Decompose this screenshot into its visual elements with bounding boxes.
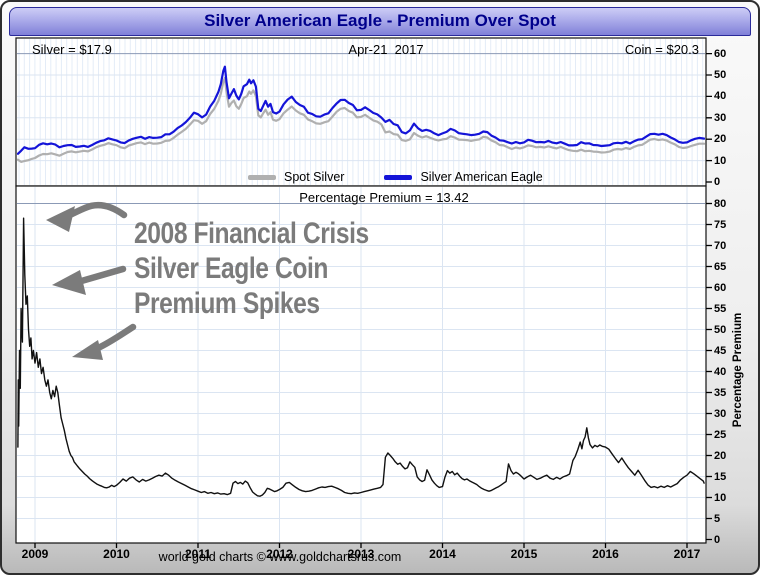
year-tick-label: 2015 [510,547,538,561]
premium-y-tick-label: 65 [714,260,727,273]
copyright-footer: world gold charts © www.goldchartsrus.co… [158,550,402,564]
premium-y-tick-label: 40 [714,365,727,378]
premium-header: Percentage Premium = 13.42 [299,190,469,205]
year-tick-label: 2009 [21,547,49,561]
annotation-arrows [46,201,137,360]
premium-y-tick-label: 30 [714,407,727,420]
premium-grid [17,187,705,542]
year-tick-label: 2016 [592,547,619,561]
price-grid [17,39,705,185]
premium-y-tick-label: 70 [714,239,727,252]
year-tick-label: 2011 [184,547,212,561]
premium-y-tick-label: 45 [714,344,727,357]
arrowhead-bottom-icon [72,340,103,360]
spot-silver-swatch-icon [248,174,276,180]
price-y-tick-label: 20 [714,133,727,146]
price-y-tick-label: 60 [714,47,727,60]
premium-y-tick-label: 15 [714,470,727,483]
premium-y-tick-label: 55 [714,302,727,315]
spot-price-label: Silver = $17.9 [32,42,112,57]
price-y-tick-label: 10 [714,154,727,167]
date-label: Apr-21 2017 [348,42,424,57]
legend: Spot Silver Silver American Eagle [248,170,543,184]
premium-y-tick-label: 0 [714,533,721,546]
year-tick-label: 2012 [266,547,293,561]
premium-y-tick-label: 60 [714,281,727,294]
silver-eagle-swatch-icon [384,174,413,180]
year-tick-label: 2017 [673,547,701,561]
tick-marks [34,52,712,548]
curved-arrow-top-icon [66,201,128,219]
window-title-bar: Silver American Eagle - Premium Over Spo… [9,7,751,36]
premium-y-tick-label: 25 [714,428,727,441]
legend-label-coin: Silver American Eagle [420,170,543,184]
straight-arrow-middle-icon [74,265,127,286]
annotation-line-1: 2008 Financial Crisis [134,217,369,250]
year-tick-label: 2010 [103,547,130,561]
price-y-tick-label: 0 [714,176,721,188]
annotation-line-3: Premium Spikes [134,287,320,320]
coin-price-label: Coin = $20.3 [624,42,699,57]
curved-arrow-bottom-icon [94,323,137,352]
silver-eagle-line [17,65,705,155]
price-y-tick-label: 30 [714,111,727,124]
annotation-text: 2008 Financial Crisis Silver Eagle Coin … [134,216,369,321]
price-y-tick-label: 40 [714,90,727,103]
premium-y-tick-label: 50 [714,323,727,336]
annotation-line-2: Silver Eagle Coin [134,252,329,285]
spot-silver-line [17,76,705,163]
year-tick-label: 2013 [347,547,375,561]
legend-label-spot: Spot Silver [284,170,345,184]
premium-axis-title: Percentage Premium [732,312,744,428]
premium-y-tick-label: 20 [714,449,727,462]
arrowhead-top-icon [46,206,75,232]
premium-y-tick-label: 5 [714,512,721,525]
premium-y-tick-label: 35 [714,386,727,399]
premium-y-tick-label: 80 [714,197,727,210]
year-tick-label: 2014 [429,547,456,561]
premium-line [17,217,705,497]
arrowhead-middle-icon [52,270,86,295]
page-title: Silver American Eagle - Premium Over Spo… [204,11,556,30]
price-y-tick-label: 50 [714,69,727,81]
premium-y-tick-label: 10 [714,491,727,504]
premium-y-tick-label: 75 [714,218,727,231]
